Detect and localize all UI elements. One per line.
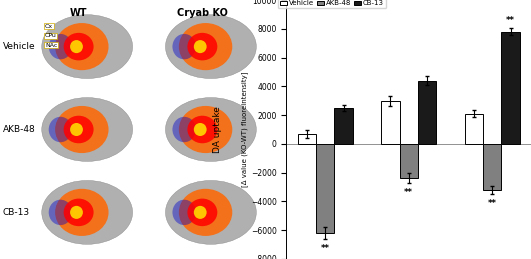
- Text: **: **: [488, 199, 497, 208]
- Ellipse shape: [64, 116, 93, 143]
- Ellipse shape: [194, 40, 207, 53]
- Y-axis label: [Δ value (KO-WT) fluoreintensity]: [Δ value (KO-WT) fluoreintensity]: [242, 72, 248, 187]
- Ellipse shape: [42, 15, 133, 78]
- Ellipse shape: [166, 15, 256, 78]
- Ellipse shape: [49, 117, 72, 142]
- Ellipse shape: [64, 33, 93, 60]
- Ellipse shape: [173, 34, 196, 59]
- Text: **: **: [506, 16, 515, 25]
- Ellipse shape: [55, 189, 108, 236]
- Bar: [418, 81, 436, 144]
- Ellipse shape: [166, 98, 256, 161]
- Ellipse shape: [187, 199, 217, 226]
- Ellipse shape: [49, 34, 72, 59]
- Ellipse shape: [166, 181, 256, 244]
- Ellipse shape: [42, 98, 133, 161]
- Text: WT: WT: [70, 8, 88, 18]
- Text: **: **: [404, 189, 413, 198]
- Ellipse shape: [70, 123, 83, 136]
- Text: Cryab KO: Cryab KO: [177, 8, 228, 18]
- Ellipse shape: [179, 23, 232, 70]
- Bar: [465, 114, 483, 144]
- Text: Vehicle: Vehicle: [3, 42, 36, 51]
- Text: **: **: [321, 244, 330, 253]
- Bar: [335, 108, 353, 144]
- Ellipse shape: [179, 106, 232, 153]
- Legend: Vehicle, AKB-48, CB-13: Vehicle, AKB-48, CB-13: [278, 0, 386, 9]
- Text: CPu: CPu: [45, 33, 57, 38]
- Ellipse shape: [179, 189, 232, 236]
- Bar: [381, 101, 399, 144]
- Ellipse shape: [55, 106, 108, 153]
- Ellipse shape: [70, 40, 83, 53]
- Ellipse shape: [70, 206, 83, 219]
- Ellipse shape: [187, 116, 217, 143]
- Bar: [297, 134, 316, 144]
- Ellipse shape: [173, 117, 196, 142]
- Text: AKB-48: AKB-48: [3, 125, 36, 134]
- Text: CB-13: CB-13: [3, 208, 30, 217]
- Ellipse shape: [187, 33, 217, 60]
- Bar: [399, 144, 418, 178]
- Text: Cx: Cx: [45, 24, 53, 29]
- Bar: [501, 32, 520, 144]
- Ellipse shape: [42, 181, 133, 244]
- Ellipse shape: [64, 199, 93, 226]
- Ellipse shape: [173, 200, 196, 225]
- Bar: [316, 144, 335, 233]
- Text: NAc: NAc: [45, 43, 57, 48]
- Text: DA uptake: DA uptake: [213, 106, 222, 153]
- Ellipse shape: [194, 123, 207, 136]
- Ellipse shape: [194, 206, 207, 219]
- Ellipse shape: [49, 200, 72, 225]
- Ellipse shape: [55, 23, 108, 70]
- Bar: [483, 144, 501, 190]
